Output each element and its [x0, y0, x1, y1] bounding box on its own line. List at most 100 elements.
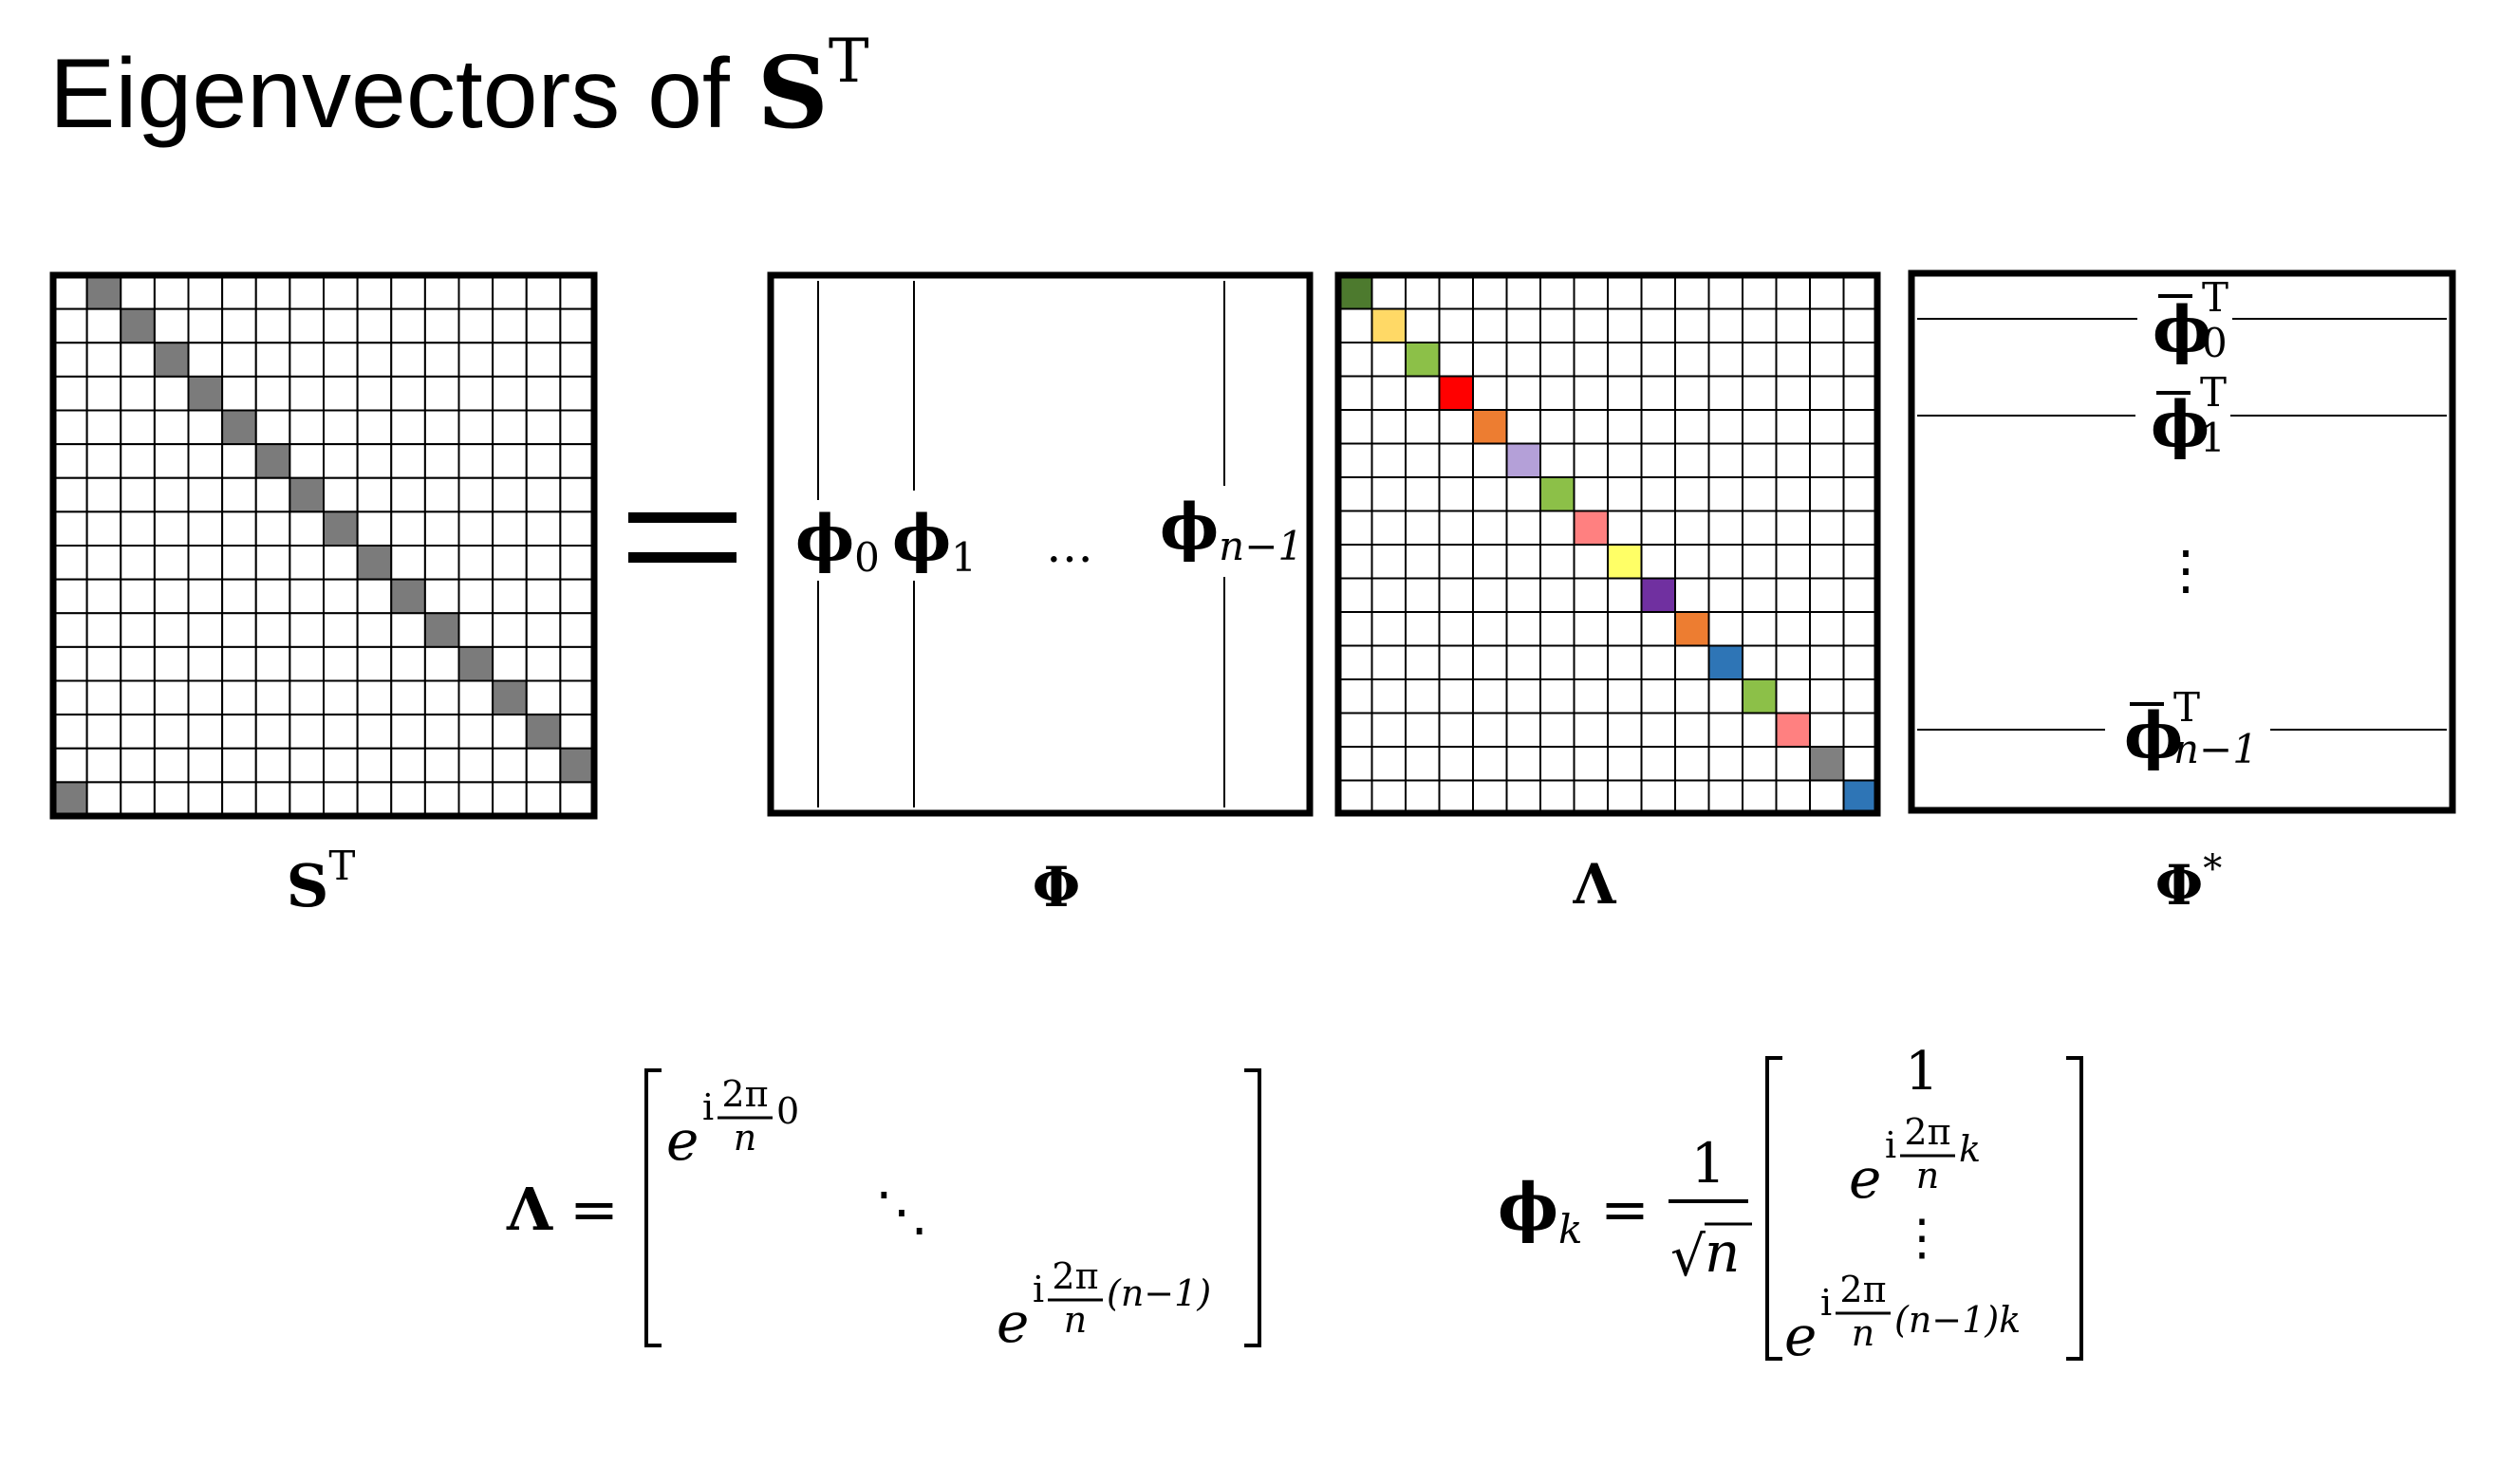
grid-cell [1607, 274, 1643, 310]
grid-cell [1607, 746, 1643, 782]
grid-cell [187, 578, 224, 615]
grid-cell [1539, 442, 1575, 478]
grid-cell [1573, 611, 1609, 647]
grid-cell [1505, 746, 1541, 782]
grid-cell [289, 443, 326, 479]
grid-cell [1842, 476, 1878, 512]
grid-cell [1842, 510, 1878, 546]
grid-cell [1505, 476, 1541, 512]
grid-cell [559, 510, 596, 547]
grid-cell [492, 307, 528, 344]
filled-cell [1674, 611, 1710, 647]
filled-cell [1809, 746, 1845, 782]
grid-cell [1742, 476, 1778, 512]
grid-cell [390, 679, 426, 716]
filled-cell [1370, 307, 1407, 343]
grid-cell [1607, 644, 1643, 680]
grid-cell [254, 375, 291, 412]
grid-cell [1505, 644, 1541, 680]
grid-cell [52, 476, 88, 513]
grid-cell [1742, 611, 1778, 647]
grid-cell [1775, 644, 1811, 680]
grid-cell [254, 781, 291, 818]
grid-cell [323, 545, 359, 581]
grid-cell [1438, 678, 1474, 714]
grid-cell [85, 443, 122, 479]
grid-cell [1370, 678, 1407, 714]
grid-cell [1337, 510, 1373, 546]
svg-text:T: T [2173, 684, 2200, 731]
grid-cell [423, 510, 460, 547]
grid-cell [153, 714, 190, 750]
grid-cell [153, 409, 190, 446]
grid-cell [1337, 644, 1373, 680]
grid-cell [1472, 644, 1508, 680]
grid-cell [1775, 375, 1811, 411]
grid-cell [120, 545, 156, 581]
grid-cell [221, 781, 257, 818]
grid-cell [1775, 307, 1811, 343]
grid-cell [559, 375, 596, 412]
grid-cell [153, 545, 190, 581]
grid-cell [221, 342, 257, 378]
grid-cell [1607, 712, 1643, 748]
grid-cell [492, 612, 528, 648]
grid-cell [1370, 510, 1407, 546]
svg-text:k: k [1959, 1128, 1981, 1170]
grid-cell [289, 274, 326, 310]
filled-cell [492, 679, 528, 716]
phi-column-ellipsis: … [1046, 518, 1093, 573]
grid-cell [323, 409, 359, 446]
grid-cell [525, 545, 562, 581]
grid-cell [1674, 544, 1710, 580]
grid-cell [254, 578, 291, 615]
svg-text:2π: 2π [1052, 1255, 1098, 1297]
grid-cell [52, 679, 88, 716]
grid-cell [457, 409, 494, 446]
grid-cell [1539, 746, 1575, 782]
grid-cell [254, 545, 291, 581]
grid-cell [559, 342, 596, 378]
grid-cell [1337, 476, 1373, 512]
grid-cell [221, 645, 257, 682]
grid-cell [356, 510, 393, 547]
lambda-matrix-grid [1337, 274, 1878, 815]
grid-cell [1405, 712, 1441, 748]
grid-cell [1573, 577, 1609, 613]
grid-cell [1438, 342, 1474, 378]
grid-cell [1505, 409, 1541, 445]
grid-cell [1472, 342, 1508, 378]
grid-cell [356, 409, 393, 446]
grid-cell [525, 375, 562, 412]
grid-cell [390, 612, 426, 648]
lambda-matrix-label: Λ [1572, 852, 1616, 917]
grid-cell [1472, 678, 1508, 714]
grid-cell [1707, 712, 1743, 748]
grid-cell [85, 409, 122, 446]
grid-cell [1707, 544, 1743, 580]
grid-cell [323, 274, 359, 310]
grid-cell [120, 714, 156, 750]
grid-cell [1775, 476, 1811, 512]
grid-cell [1539, 644, 1575, 680]
grid-cell [1809, 577, 1845, 613]
grid-cell [423, 375, 460, 412]
grid-cell [525, 443, 562, 479]
title-text: Eigenvectors of [49, 39, 757, 149]
lambda-first-entry: e i 2π n 0 [666, 1073, 799, 1173]
grid-cell [289, 645, 326, 682]
grid-cell [1607, 307, 1643, 343]
grid-cell [1405, 409, 1441, 445]
grid-cell [289, 545, 326, 581]
grid-cell [1742, 644, 1778, 680]
grid-cell [1775, 510, 1811, 546]
grid-cell [1742, 342, 1778, 378]
grid-cell [1539, 712, 1575, 748]
lambda-equation: Λ = e i 2π n 0 ⋱ e i 2π n (n−1) [506, 1068, 1261, 1355]
grid-cell [1640, 544, 1676, 580]
grid-cell [1405, 274, 1441, 310]
grid-cell [1505, 611, 1541, 647]
grid-cell [289, 679, 326, 716]
grid-cell [1742, 409, 1778, 445]
phi-column-0: ϕ0 [795, 501, 880, 581]
